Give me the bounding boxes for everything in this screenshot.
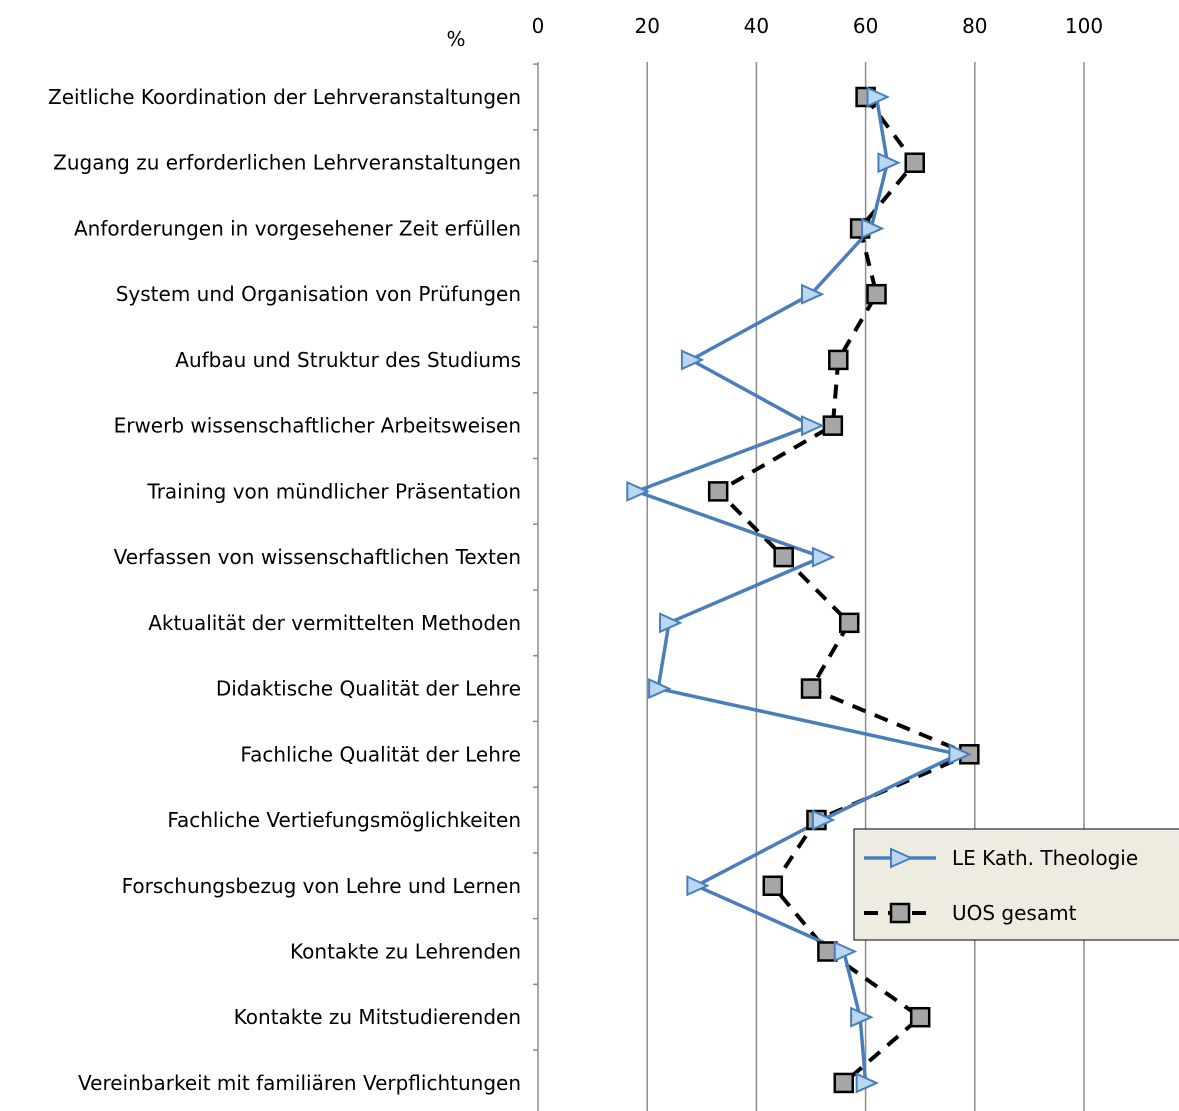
- data-point: [659, 612, 683, 634]
- data-point: [833, 940, 858, 963]
- category-label: Kontakte zu Mitstudierenden: [234, 1005, 521, 1029]
- category-label: Zeitliche Koordination der Lehrveranstal…: [48, 85, 521, 109]
- category-label: Kontakte zu Lehrenden: [290, 939, 521, 963]
- data-point: [948, 743, 972, 765]
- data-point: [904, 152, 925, 173]
- x-axis: 0 20 40 60 80 100: [532, 14, 1103, 38]
- data-point: [811, 546, 836, 568]
- data-point: [762, 875, 784, 897]
- data-point: [828, 349, 849, 371]
- data-point: [707, 481, 729, 502]
- data-point: [855, 1072, 880, 1094]
- data-point: [648, 678, 672, 700]
- data-point: [909, 1006, 931, 1028]
- series-line: [634, 96, 961, 1084]
- category-label: Erwerb wissenschaftlicher Arbeitsweisen: [114, 414, 521, 438]
- category-label: Vereinbarkeit mit familiären Verpflichtu…: [78, 1071, 521, 1095]
- category-label: Fachliche Vertiefungsmöglichkeiten: [167, 808, 521, 832]
- category-label: Anforderungen in vorgesehener Zeit erfül…: [74, 216, 521, 240]
- tick-label: 100: [1065, 14, 1103, 38]
- data-point: [833, 1072, 855, 1094]
- data-point: [850, 1006, 874, 1028]
- data-point: [801, 415, 825, 437]
- data-point: [773, 546, 794, 568]
- data-point: [800, 678, 822, 699]
- category-label: Forschungsbezug von Lehre und Lernen: [122, 874, 521, 898]
- category-labels: Zeitliche Koordination der Lehrveranstal…: [48, 85, 521, 1095]
- data-point: [838, 612, 860, 634]
- data-point: [686, 875, 710, 897]
- legend-marker: [890, 847, 914, 869]
- data-point: [866, 86, 890, 108]
- data-point: [801, 283, 825, 305]
- legend-label: LE Kath. Theologie: [952, 846, 1138, 870]
- tick-label: 0: [532, 14, 545, 38]
- tick-label: 60: [853, 14, 878, 38]
- tick-label: 20: [634, 14, 659, 38]
- data-point: [626, 480, 650, 502]
- category-label: System und Organisation von Prüfungen: [116, 282, 521, 306]
- tick-label: 40: [744, 14, 769, 38]
- category-label: Training von mündlicher Präsentation: [146, 479, 521, 503]
- series-lines: [634, 95, 972, 1085]
- data-point: [680, 349, 705, 371]
- unit-label: %: [446, 27, 465, 51]
- data-point: [822, 415, 844, 436]
- category-label: Aktualität der vermittelten Methoden: [148, 611, 521, 635]
- category-label: Aufbau und Struktur des Studiums: [175, 348, 521, 372]
- data-point: [811, 809, 836, 831]
- series-line: [716, 95, 972, 1085]
- data-point: [817, 941, 838, 962]
- series-markers: [626, 86, 980, 1094]
- tick-label: 80: [962, 14, 987, 38]
- legend: LE Kath. Theologie UOS gesamt: [853, 828, 1179, 941]
- category-label: Didaktische Qualität der Lehre: [216, 677, 521, 701]
- category-label: Fachliche Qualität der Lehre: [240, 742, 521, 766]
- data-point: [866, 283, 887, 305]
- legend-marker: [889, 902, 911, 924]
- grid: [533, 62, 1085, 1111]
- data-point: [861, 217, 885, 240]
- category-label: Zugang zu erforderlichen Lehrveranstaltu…: [53, 151, 521, 175]
- data-point: [877, 152, 901, 174]
- legend-label: UOS gesamt: [952, 901, 1077, 925]
- category-label: Verfassen von wissenschaftlichen Texten: [114, 545, 521, 569]
